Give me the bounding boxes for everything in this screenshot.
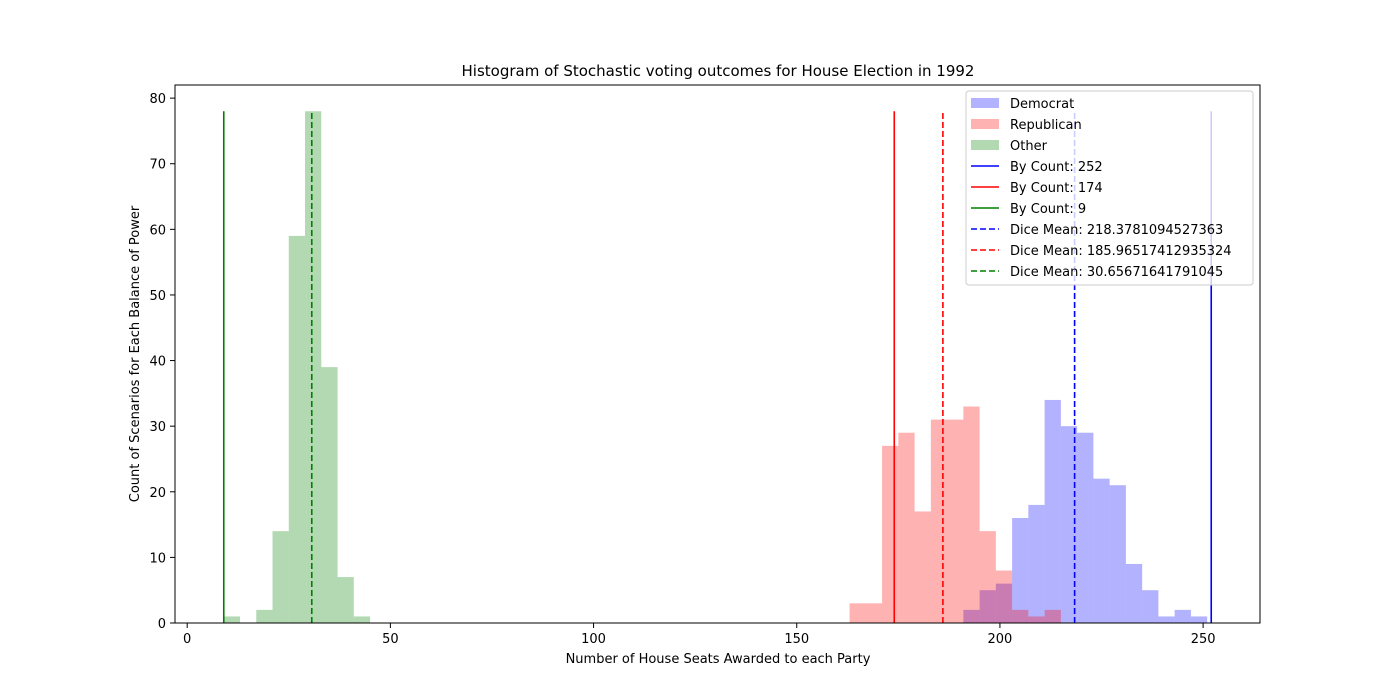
- histogram-bar-other: [288, 235, 306, 623]
- legend-label: By Count: 174: [1010, 181, 1103, 196]
- x-tick-label: 250: [1191, 632, 1216, 647]
- x-axis-label: Number of House Seats Awarded to each Pa…: [566, 652, 871, 667]
- histogram-bar-republican: [865, 603, 883, 623]
- histogram-bar-democrat: [995, 583, 1013, 623]
- histogram-bar-republican: [979, 531, 996, 623]
- legend-label: By Count: 252: [1010, 160, 1103, 175]
- histogram-bar-democrat: [1174, 609, 1191, 623]
- y-tick-label: 80: [149, 92, 166, 107]
- y-tick-label: 70: [149, 158, 166, 173]
- histogram-bar-other: [256, 609, 273, 623]
- histogram-bars: [223, 111, 1208, 624]
- histogram-bar-democrat: [1190, 616, 1208, 623]
- histogram-bar-republican: [914, 511, 931, 623]
- histogram-bar-republican: [963, 406, 980, 623]
- histogram-bar-republican: [882, 445, 899, 623]
- legend-label: Republican: [1010, 118, 1082, 133]
- x-tick-label: 50: [382, 632, 399, 647]
- histogram-bar-republican: [1028, 616, 1045, 623]
- histogram-bar-republican: [947, 419, 964, 623]
- y-tick-label: 20: [149, 486, 166, 501]
- histogram-bar-republican: [849, 603, 866, 623]
- histogram-bar-democrat: [1125, 563, 1143, 623]
- legend-swatch: [971, 98, 999, 108]
- legend-swatch: [971, 140, 999, 150]
- x-tick-label: 150: [784, 632, 809, 647]
- histogram-bar-democrat: [963, 609, 980, 623]
- histogram-bar-democrat: [1060, 426, 1078, 623]
- histogram-bar-other: [353, 616, 371, 623]
- y-tick-label: 0: [158, 617, 166, 632]
- histogram-bar-democrat: [979, 590, 996, 623]
- y-tick-label: 50: [149, 289, 166, 304]
- x-tick-label: 200: [988, 632, 1013, 647]
- x-axis: 0 50 100 150 200 250: [183, 623, 1216, 647]
- legend: Democrat Republican Other By Count: 252 By C…: [965, 90, 1254, 286]
- y-axis-label: Count of Scenarios for Each Balance of P…: [128, 205, 143, 502]
- chart-title: Histogram of Stochastic voting outcomes …: [462, 62, 975, 80]
- histogram-bar-democrat: [1077, 432, 1094, 623]
- plot-frame: [174, 84, 1261, 624]
- legend-label: Other: [1010, 139, 1048, 154]
- histogram-bar-other: [223, 616, 241, 623]
- legend-swatch: [971, 119, 999, 129]
- y-tick-label: 60: [149, 223, 166, 238]
- histogram-bar-democrat: [1044, 399, 1061, 623]
- histogram-bar-democrat: [1158, 616, 1175, 623]
- y-axis: 0 10 20 30 40 50 60 70 80: [149, 92, 175, 632]
- x-tick-label: 0: [183, 632, 191, 647]
- legend-label: By Count: 9: [1010, 202, 1086, 217]
- histogram-bar-republican: [1012, 609, 1029, 623]
- y-tick-label: 10: [149, 551, 166, 566]
- y-tick-label: 40: [149, 355, 166, 370]
- histogram-bar-other: [321, 367, 338, 623]
- histogram-bar-democrat: [1028, 504, 1045, 623]
- x-tick-label: 100: [581, 632, 606, 647]
- legend-label: Dice Mean: 30.65671641791045: [1010, 265, 1223, 280]
- histogram-bar-republican: [898, 432, 915, 623]
- histogram-bar-democrat: [1012, 518, 1029, 623]
- legend-frame: [965, 90, 1254, 286]
- legend-label: Democrat: [1010, 97, 1074, 112]
- histogram-bar-other: [272, 531, 289, 623]
- legend-label: Dice Mean: 218.3781094527363: [1010, 223, 1223, 238]
- histogram-bar-democrat: [1109, 485, 1126, 623]
- histogram-bar-other: [305, 111, 322, 624]
- legend-label: Dice Mean: 185.96517412935324: [1010, 244, 1232, 259]
- histogram-bar-democrat: [1142, 590, 1159, 623]
- histogram-bar-republican: [1044, 609, 1061, 623]
- y-tick-label: 30: [149, 420, 166, 435]
- histogram-bar-democrat: [1093, 478, 1110, 623]
- histogram-bar-republican: [995, 570, 1013, 623]
- histogram-bar-other: [337, 577, 354, 623]
- histogram-bar-republican: [930, 419, 948, 623]
